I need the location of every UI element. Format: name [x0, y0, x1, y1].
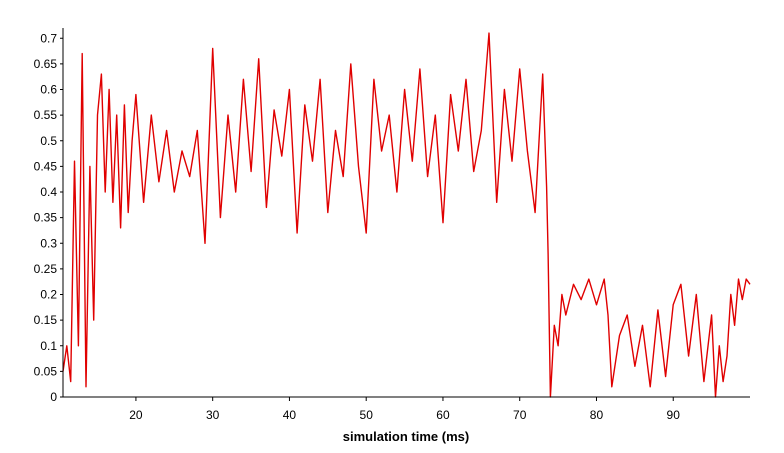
- y-tick-label: 0.4: [40, 185, 57, 199]
- y-tick-label: 0: [50, 390, 57, 404]
- y-tick-label: 0.45: [34, 159, 58, 173]
- y-tick-labels: 0 0.05 0.1 0.15 0.2 0.25 0.3 0.35 0.4 0.45 0.5 0.55…: [34, 31, 58, 404]
- y-tick-label: 0.55: [34, 108, 58, 122]
- y-tick-label: 0.35: [34, 211, 58, 225]
- y-tick-label: 0.05: [34, 364, 58, 378]
- y-tick-label: 0.25: [34, 262, 58, 276]
- x-tick-label: 60: [436, 408, 450, 422]
- series-line: [62, 32, 751, 398]
- y-tick-label: 0.7: [40, 31, 57, 45]
- x-tick-label: 50: [360, 408, 374, 422]
- y-tick-label: 0.6: [40, 83, 57, 97]
- y-tick-label: 0.65: [34, 57, 58, 71]
- y-tick-label: 0.3: [40, 236, 57, 250]
- x-axis-title: simulation time (ms): [343, 429, 469, 444]
- y-tick-label: 0.2: [40, 288, 57, 302]
- y-tick-label: 0.5: [40, 134, 57, 148]
- x-tick-label: 70: [513, 408, 527, 422]
- x-tick-label: 80: [590, 408, 604, 422]
- x-tick-labels: 20 30 40 50 60 70 80 90: [129, 408, 680, 422]
- x-tick-label: 40: [283, 408, 297, 422]
- x-tick-label: 30: [206, 408, 220, 422]
- series-layer: [62, 32, 751, 398]
- x-tick-label: 90: [667, 408, 681, 422]
- y-tick-label: 0.1: [40, 339, 57, 353]
- y-tick-label: 0.15: [34, 313, 58, 327]
- x-tick-label: 20: [129, 408, 143, 422]
